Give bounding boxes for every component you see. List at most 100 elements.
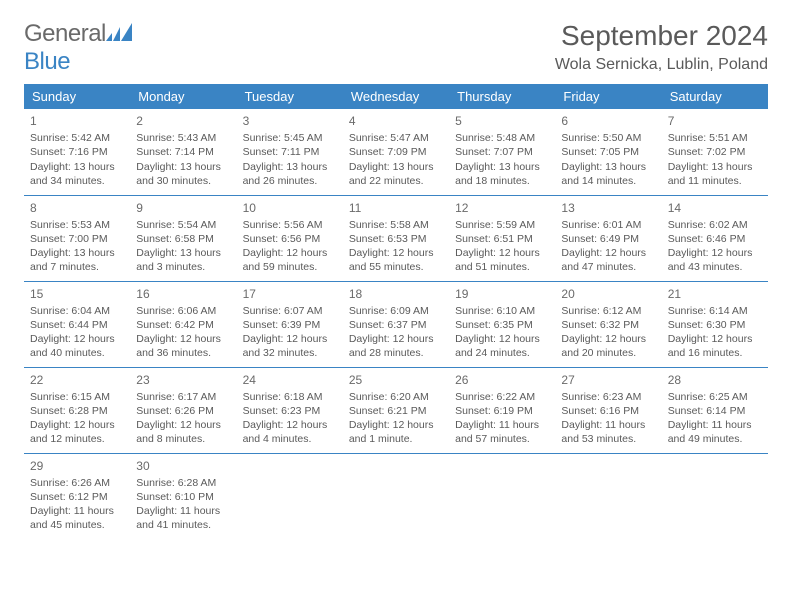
sunrise-text: Sunrise: 5:50 AM bbox=[561, 131, 655, 145]
sunrise-text: Sunrise: 5:45 AM bbox=[243, 131, 337, 145]
calendar-day: 17Sunrise: 6:07 AMSunset: 6:39 PMDayligh… bbox=[237, 281, 343, 367]
calendar-day: 29Sunrise: 6:26 AMSunset: 6:12 PMDayligh… bbox=[24, 453, 130, 539]
calendar-day: 1Sunrise: 5:42 AMSunset: 7:16 PMDaylight… bbox=[24, 109, 130, 195]
day-number: 5 bbox=[455, 113, 549, 129]
calendar-head: SundayMondayTuesdayWednesdayThursdayFrid… bbox=[24, 84, 768, 109]
day-number: 21 bbox=[668, 286, 762, 302]
calendar-day: 30Sunrise: 6:28 AMSunset: 6:10 PMDayligh… bbox=[130, 453, 236, 539]
sunrise-text: Sunrise: 6:23 AM bbox=[561, 390, 655, 404]
calendar-day: 27Sunrise: 6:23 AMSunset: 6:16 PMDayligh… bbox=[555, 367, 661, 453]
sunset-text: Sunset: 7:14 PM bbox=[136, 145, 230, 159]
sunset-text: Sunset: 6:14 PM bbox=[668, 404, 762, 418]
sunrise-text: Sunrise: 6:10 AM bbox=[455, 304, 549, 318]
sunset-text: Sunset: 7:02 PM bbox=[668, 145, 762, 159]
sunset-text: Sunset: 6:49 PM bbox=[561, 232, 655, 246]
calendar-day: 25Sunrise: 6:20 AMSunset: 6:21 PMDayligh… bbox=[343, 367, 449, 453]
sunset-text: Sunset: 6:10 PM bbox=[136, 490, 230, 504]
calendar-day: 6Sunrise: 5:50 AMSunset: 7:05 PMDaylight… bbox=[555, 109, 661, 195]
sunrise-text: Sunrise: 6:06 AM bbox=[136, 304, 230, 318]
day-of-week-row: SundayMondayTuesdayWednesdayThursdayFrid… bbox=[24, 84, 768, 109]
day-number: 9 bbox=[136, 200, 230, 216]
calendar-day: 13Sunrise: 6:01 AMSunset: 6:49 PMDayligh… bbox=[555, 195, 661, 281]
daylight-text: Daylight: 13 hours and 22 minutes. bbox=[349, 160, 443, 188]
calendar-day: 23Sunrise: 6:17 AMSunset: 6:26 PMDayligh… bbox=[130, 367, 236, 453]
calendar-day: 10Sunrise: 5:56 AMSunset: 6:56 PMDayligh… bbox=[237, 195, 343, 281]
day-number: 2 bbox=[136, 113, 230, 129]
sunrise-text: Sunrise: 5:58 AM bbox=[349, 218, 443, 232]
calendar-empty bbox=[662, 453, 768, 539]
day-number: 22 bbox=[30, 372, 124, 388]
calendar-day: 8Sunrise: 5:53 AMSunset: 7:00 PMDaylight… bbox=[24, 195, 130, 281]
calendar-day: 11Sunrise: 5:58 AMSunset: 6:53 PMDayligh… bbox=[343, 195, 449, 281]
calendar-week: 15Sunrise: 6:04 AMSunset: 6:44 PMDayligh… bbox=[24, 281, 768, 367]
day-header: Friday bbox=[555, 84, 661, 109]
daylight-text: Daylight: 12 hours and 55 minutes. bbox=[349, 246, 443, 274]
calendar-day: 24Sunrise: 6:18 AMSunset: 6:23 PMDayligh… bbox=[237, 367, 343, 453]
calendar-day: 2 Sunrise: 5:43 AMSunset: 7:14 PMDaylight… bbox=[130, 109, 236, 195]
sunrise-text: Sunrise: 6:25 AM bbox=[668, 390, 762, 404]
location: Wola Sernicka, Lublin, Poland bbox=[555, 56, 768, 74]
calendar-day: 22Sunrise: 6:15 AMSunset: 6:28 PMDayligh… bbox=[24, 367, 130, 453]
sunrise-text: Sunrise: 5:53 AM bbox=[30, 218, 124, 232]
sunrise-text: Sunrise: 5:43 AM bbox=[136, 131, 230, 145]
day-header: Sunday bbox=[24, 84, 130, 109]
sunrise-text: Sunrise: 6:07 AM bbox=[243, 304, 337, 318]
day-number: 29 bbox=[30, 458, 124, 474]
sunrise-text: Sunrise: 5:59 AM bbox=[455, 218, 549, 232]
sunrise-text: Sunrise: 6:22 AM bbox=[455, 390, 549, 404]
sunset-text: Sunset: 6:53 PM bbox=[349, 232, 443, 246]
calendar-day: 5Sunrise: 5:48 AMSunset: 7:07 PMDaylight… bbox=[449, 109, 555, 195]
daylight-text: Daylight: 12 hours and 43 minutes. bbox=[668, 246, 762, 274]
page-title: September 2024 bbox=[555, 20, 768, 52]
logo-accent: Blue bbox=[24, 48, 70, 75]
daylight-text: Daylight: 13 hours and 11 minutes. bbox=[668, 160, 762, 188]
sunrise-text: Sunrise: 5:47 AM bbox=[349, 131, 443, 145]
sunset-text: Sunset: 7:11 PM bbox=[243, 145, 337, 159]
daylight-text: Daylight: 13 hours and 14 minutes. bbox=[561, 160, 655, 188]
daylight-text: Daylight: 12 hours and 16 minutes. bbox=[668, 332, 762, 360]
daylight-text: Daylight: 11 hours and 41 minutes. bbox=[136, 504, 230, 532]
sunrise-text: Sunrise: 6:17 AM bbox=[136, 390, 230, 404]
daylight-text: Daylight: 12 hours and 47 minutes. bbox=[561, 246, 655, 274]
day-number: 13 bbox=[561, 200, 655, 216]
day-number: 3 bbox=[243, 113, 337, 129]
day-number: 6 bbox=[561, 113, 655, 129]
calendar-empty bbox=[555, 453, 661, 539]
sunset-text: Sunset: 6:23 PM bbox=[243, 404, 337, 418]
day-number: 19 bbox=[455, 286, 549, 302]
day-number: 16 bbox=[136, 286, 230, 302]
daylight-text: Daylight: 13 hours and 30 minutes. bbox=[136, 160, 230, 188]
logo-name: General bbox=[24, 20, 106, 47]
daylight-text: Daylight: 13 hours and 26 minutes. bbox=[243, 160, 337, 188]
calendar-day: 21Sunrise: 6:14 AMSunset: 6:30 PMDayligh… bbox=[662, 281, 768, 367]
header: GeneralBlue September 2024 Wola Sernicka… bbox=[24, 20, 768, 76]
calendar-week: 8Sunrise: 5:53 AMSunset: 7:00 PMDaylight… bbox=[24, 195, 768, 281]
daylight-text: Daylight: 12 hours and 59 minutes. bbox=[243, 246, 337, 274]
day-number: 8 bbox=[30, 200, 124, 216]
daylight-text: Daylight: 13 hours and 3 minutes. bbox=[136, 246, 230, 274]
daylight-text: Daylight: 12 hours and 51 minutes. bbox=[455, 246, 549, 274]
sunset-text: Sunset: 6:46 PM bbox=[668, 232, 762, 246]
sunrise-text: Sunrise: 5:51 AM bbox=[668, 131, 762, 145]
calendar-empty bbox=[449, 453, 555, 539]
sunrise-text: Sunrise: 6:20 AM bbox=[349, 390, 443, 404]
daylight-text: Daylight: 11 hours and 53 minutes. bbox=[561, 418, 655, 446]
daylight-text: Daylight: 12 hours and 8 minutes. bbox=[136, 418, 230, 446]
calendar-day: 20Sunrise: 6:12 AMSunset: 6:32 PMDayligh… bbox=[555, 281, 661, 367]
day-number: 26 bbox=[455, 372, 549, 388]
sunrise-text: Sunrise: 6:12 AM bbox=[561, 304, 655, 318]
sunset-text: Sunset: 6:39 PM bbox=[243, 318, 337, 332]
daylight-text: Daylight: 12 hours and 36 minutes. bbox=[136, 332, 230, 360]
day-number: 20 bbox=[561, 286, 655, 302]
day-number: 10 bbox=[243, 200, 337, 216]
sunset-text: Sunset: 6:12 PM bbox=[30, 490, 124, 504]
sunset-text: Sunset: 6:26 PM bbox=[136, 404, 230, 418]
day-number: 24 bbox=[243, 372, 337, 388]
calendar-day: 9Sunrise: 5:54 AMSunset: 6:58 PMDaylight… bbox=[130, 195, 236, 281]
sunset-text: Sunset: 6:30 PM bbox=[668, 318, 762, 332]
day-number: 17 bbox=[243, 286, 337, 302]
day-number: 27 bbox=[561, 372, 655, 388]
sunrise-text: Sunrise: 5:56 AM bbox=[243, 218, 337, 232]
logo-text: GeneralBlue bbox=[24, 20, 132, 76]
day-number: 28 bbox=[668, 372, 762, 388]
